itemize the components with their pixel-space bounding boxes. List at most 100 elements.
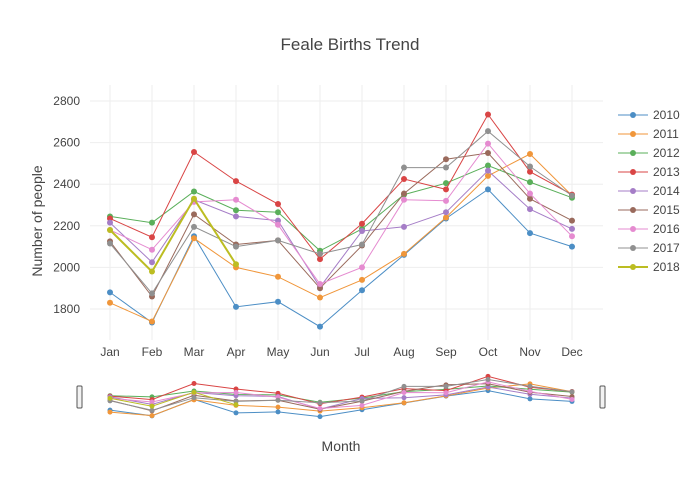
data-point[interactable] [149,290,155,297]
data-point[interactable] [107,299,113,306]
data-point[interactable] [317,250,323,257]
data-point[interactable] [191,211,197,218]
data-point[interactable] [527,163,533,170]
series-2013[interactable] [107,111,575,263]
legend-item[interactable]: 2013 [618,165,680,179]
data-point[interactable] [401,223,407,230]
data-point[interactable] [359,276,365,283]
data-point[interactable] [569,192,575,199]
data-point[interactable] [485,186,491,193]
data-point[interactable] [359,287,365,294]
plot-area[interactable] [107,111,575,330]
data-point[interactable] [359,228,365,234]
data-point[interactable] [527,195,533,202]
data-point[interactable] [401,190,407,197]
legend-item[interactable]: 2011 [618,127,679,141]
data-point[interactable] [443,156,449,163]
data-point[interactable] [569,233,575,240]
data-point[interactable] [149,246,155,253]
data-point[interactable] [191,148,197,155]
data-point[interactable] [527,230,533,237]
data-point[interactable] [443,186,449,193]
data-point[interactable] [443,214,449,221]
data-point[interactable] [443,180,449,187]
data-point[interactable] [233,303,239,310]
data-point[interactable] [191,235,197,242]
data-point[interactable] [527,206,533,213]
data-point[interactable] [569,217,575,224]
data-point[interactable] [569,243,575,250]
data-point[interactable] [233,261,239,268]
data-point[interactable] [233,213,239,220]
data-point[interactable] [107,226,113,233]
data-point[interactable] [275,217,281,224]
data-point[interactable] [233,196,239,203]
data-point[interactable] [317,281,323,288]
range-slider-right-handle[interactable] [599,385,606,409]
data-point[interactable] [191,188,197,195]
data-point[interactable] [359,220,365,227]
data-point[interactable] [149,219,155,226]
data-point[interactable] [149,268,155,275]
data-point[interactable] [527,168,533,175]
data-point[interactable] [485,167,491,174]
legend[interactable]: 2010 2011 2012 2013 2014 2015 2016 2017 2018 [618,108,680,274]
data-point[interactable] [485,111,491,118]
data-point[interactable] [275,200,281,207]
data-point[interactable] [485,128,491,135]
data-point[interactable] [275,298,281,305]
data-point[interactable] [527,151,533,158]
data-point[interactable] [317,323,323,330]
series-2018[interactable] [107,195,239,275]
series-2017[interactable] [107,128,575,297]
data-point[interactable] [443,164,449,171]
data-point[interactable] [401,164,407,171]
data-point[interactable] [485,150,491,156]
data-point[interactable] [233,178,239,185]
data-point[interactable] [149,234,155,241]
legend-item[interactable]: 2018 [618,260,680,274]
data-point[interactable] [317,285,323,292]
data-point[interactable] [275,209,281,216]
legend-item[interactable]: 2010 [618,108,680,122]
data-point[interactable] [401,176,407,182]
legend-item[interactable]: 2016 [618,222,680,236]
data-point[interactable] [149,318,155,325]
series-2011[interactable] [107,151,575,325]
data-point[interactable] [485,162,491,169]
data-point[interactable] [443,209,449,216]
data-point[interactable] [443,197,449,204]
series-2012[interactable] [107,162,575,254]
data-point[interactable] [233,243,239,250]
data-point[interactable] [527,179,533,186]
data-point[interactable] [401,196,407,203]
data-point[interactable] [191,223,197,230]
data-point[interactable] [359,264,365,271]
data-point[interactable] [107,219,113,226]
data-point[interactable] [569,225,575,232]
legend-item[interactable]: 2017 [618,241,680,255]
data-point[interactable] [275,237,281,244]
data-point[interactable] [107,240,113,247]
data-point[interactable] [527,190,533,197]
legend-item[interactable]: 2014 [618,184,680,198]
range-slider-left-handle[interactable] [76,385,83,409]
data-point[interactable] [275,273,281,280]
data-point[interactable] [233,207,239,214]
legend-item[interactable]: 2012 [618,146,680,160]
data-point[interactable] [107,215,113,222]
data-point[interactable] [107,289,113,296]
data-point[interactable] [485,140,491,147]
data-point[interactable] [359,241,365,248]
data-point[interactable] [317,294,323,301]
series-2010[interactable] [107,186,575,330]
data-point[interactable] [485,172,491,179]
legend-item[interactable]: 2015 [618,203,680,217]
series-2016[interactable] [107,140,575,288]
data-point[interactable] [275,221,281,228]
data-point[interactable] [317,256,323,263]
data-point[interactable] [149,259,155,266]
data-point[interactable] [191,195,197,202]
range-slider[interactable] [76,373,606,428]
data-point[interactable] [401,250,407,257]
